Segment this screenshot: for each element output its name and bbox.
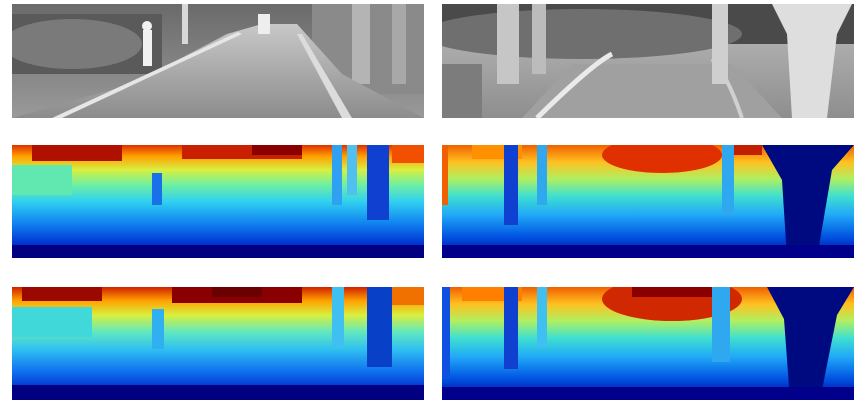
thermal-image-right [442, 4, 854, 118]
thermal-image-left [12, 4, 424, 118]
depth-ground-truth-right [442, 287, 854, 400]
depth-prediction-left [12, 145, 424, 258]
depth-prediction-right [442, 145, 854, 258]
depth-ground-truth-left [12, 287, 424, 400]
